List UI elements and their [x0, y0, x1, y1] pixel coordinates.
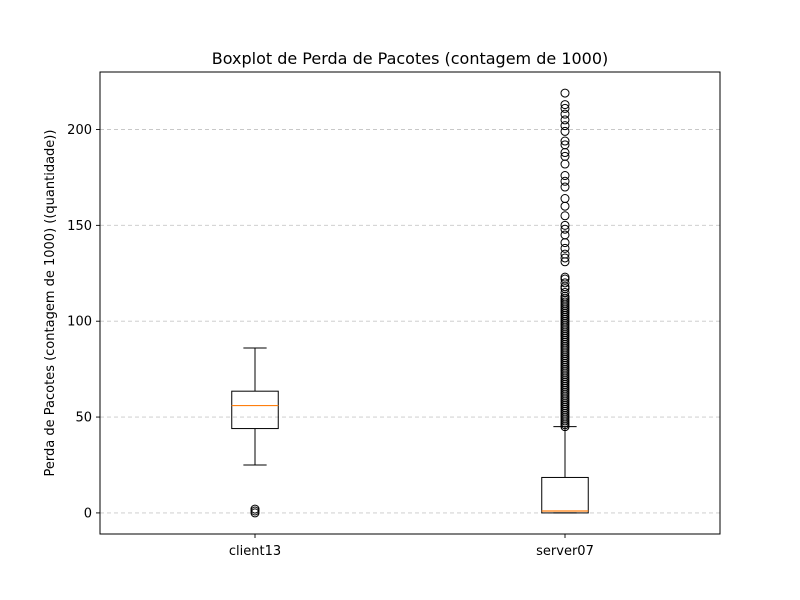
box-client13 — [231, 347, 279, 518]
outlier-point — [250, 506, 260, 516]
box-server07 — [541, 88, 589, 514]
outlier-point — [560, 253, 570, 263]
outlier-point — [560, 88, 570, 98]
iqr-box — [231, 390, 279, 430]
plot-frame — [99, 71, 721, 535]
gridlines — [100, 129, 720, 514]
outlier-point — [560, 103, 570, 113]
outlier-point — [560, 194, 570, 204]
outlier-point — [560, 140, 570, 150]
outlier-point — [560, 272, 570, 282]
outlier-point — [560, 278, 570, 288]
outlier-point — [560, 230, 570, 240]
iqr-box — [541, 476, 589, 514]
boxes — [231, 88, 589, 518]
outlier-point — [560, 159, 570, 169]
outlier-point — [560, 136, 570, 146]
chart-title: Boxplot de Perda de Pacotes (contagem de… — [212, 49, 609, 68]
outlier-point — [560, 121, 570, 131]
x-tick-label: client13 — [229, 544, 281, 559]
y-tick-label: 50 — [75, 411, 92, 426]
y-tick-label: 200 — [67, 123, 92, 138]
y-tick-label: 0 — [84, 506, 92, 521]
outlier-point — [560, 238, 570, 248]
outlier-point — [560, 109, 570, 119]
outlier-point — [560, 211, 570, 221]
outlier-point — [250, 504, 260, 514]
x-tick-label: server07 — [536, 544, 594, 559]
outlier-point — [560, 201, 570, 211]
outlier-point — [560, 243, 570, 253]
y-axis-label: Perda de Pacotes (contagem de 1000) ((qu… — [43, 130, 58, 477]
outlier-point — [560, 171, 570, 181]
outlier-point — [560, 100, 570, 110]
outlier-point — [560, 126, 570, 136]
outlier-point — [560, 176, 570, 186]
y-tick-label: 150 — [67, 219, 92, 234]
outlier-point — [560, 182, 570, 192]
y-tick-label: 100 — [67, 315, 92, 330]
outlier-point — [560, 115, 570, 125]
outlier-point — [560, 220, 570, 230]
outlier-point — [560, 224, 570, 234]
outlier-point — [560, 249, 570, 259]
outlier-point — [560, 287, 570, 297]
axes: 0 50 100 150 200 client13 server07 — [67, 71, 721, 559]
outlier-point — [560, 151, 570, 161]
